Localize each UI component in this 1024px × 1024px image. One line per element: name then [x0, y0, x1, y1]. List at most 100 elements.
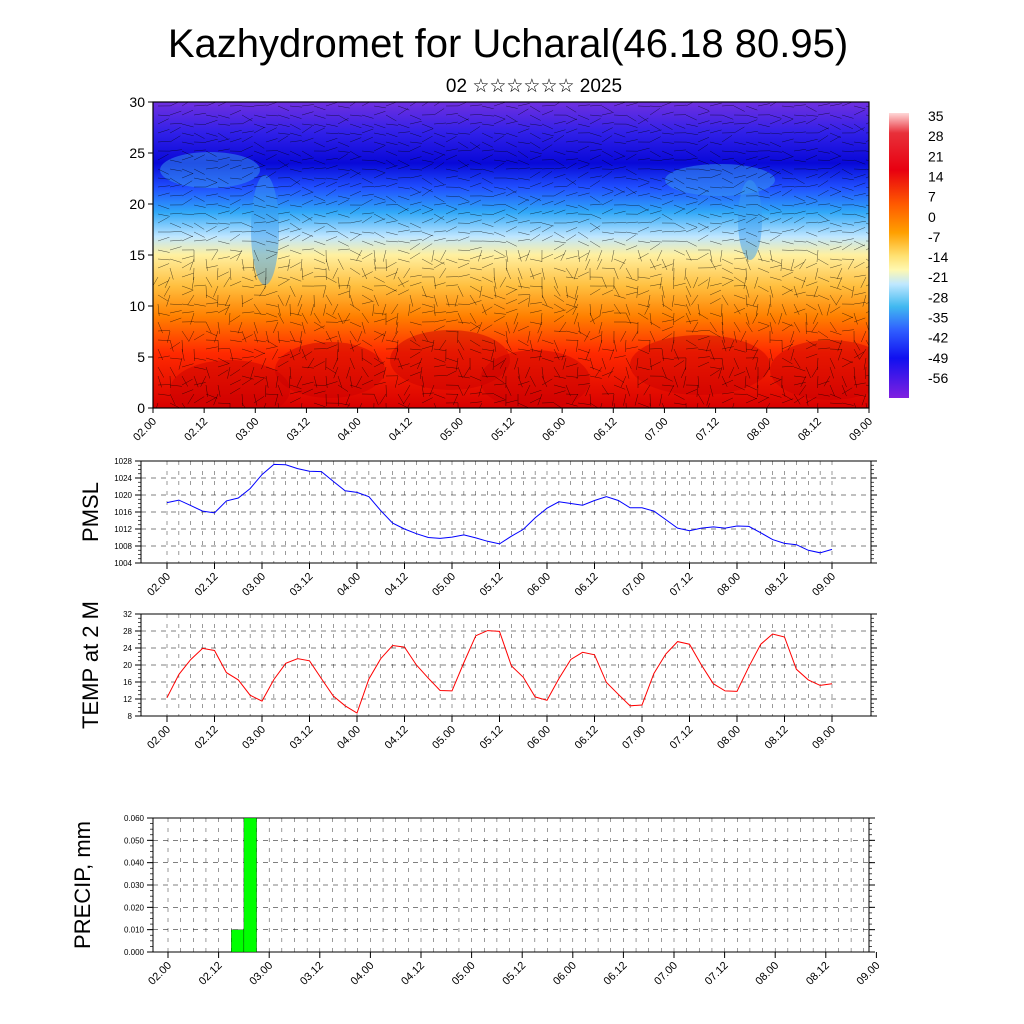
- wind-barb: [313, 114, 326, 119]
- wind-barb: [745, 258, 751, 271]
- wind-barb: [505, 330, 508, 343]
- wind-barb: [301, 348, 307, 361]
- wind-barb: [597, 249, 603, 262]
- wind-barb: [361, 300, 374, 305]
- wind-barb: [733, 126, 745, 134]
- wind-barb: [409, 307, 421, 314]
- wind-barb: [205, 384, 208, 397]
- wind-barb: [361, 366, 369, 378]
- wind-barb: [373, 361, 385, 368]
- wind-barb: [599, 303, 603, 316]
- wind-barb: [349, 258, 362, 262]
- wind-barb: [265, 312, 278, 318]
- wind-barb: [493, 393, 505, 400]
- wind-barb: [325, 132, 339, 134]
- wind-barb: [613, 402, 615, 408]
- pmsl-x-tick-label: 02.12: [193, 571, 221, 599]
- wind-barb: [853, 262, 865, 269]
- wind-barb: [409, 339, 421, 347]
- wind-barb: [745, 119, 758, 125]
- wind-barb: [241, 231, 255, 233]
- wind-barb: [288, 375, 291, 389]
- wind-barb: [275, 375, 279, 388]
- wind-barb: [265, 102, 278, 107]
- wind-barb: [289, 105, 303, 108]
- wind-barb: [349, 339, 354, 352]
- wind-barb: [253, 221, 266, 224]
- wind-barb: [493, 240, 506, 243]
- wind-barb: [637, 402, 650, 408]
- wind-barb: [805, 281, 818, 287]
- wind-barb: [577, 374, 590, 377]
- wind-barb: [625, 245, 638, 251]
- wind-barb: [613, 114, 627, 116]
- wind-barb: [289, 140, 302, 143]
- wind-barb: [685, 339, 697, 347]
- wind-barb: [264, 384, 267, 398]
- wind-barb: [721, 357, 724, 370]
- wind-barb: [649, 195, 662, 200]
- wind-barb: [745, 294, 748, 307]
- wind-barb: [193, 132, 205, 139]
- wind-barb: [853, 123, 865, 131]
- wind-barb: [205, 321, 212, 333]
- x-tick-label: 07.12: [694, 416, 722, 444]
- warm-patch-2: [390, 330, 510, 390]
- wind-barb: [409, 208, 422, 215]
- wind-barb: [685, 319, 698, 323]
- wind-barb: [224, 303, 231, 316]
- wind-barb: [565, 192, 578, 197]
- wind-barb: [865, 122, 869, 125]
- wind-barb: [529, 141, 541, 149]
- wind-barb: [600, 330, 603, 344]
- wind-barb: [553, 276, 559, 289]
- wind-barb: [733, 159, 745, 167]
- wind-barb: [373, 348, 380, 360]
- wind-barb: [752, 312, 759, 324]
- wind-barb: [469, 276, 482, 282]
- wind-barb: [265, 219, 278, 224]
- wind-barb: [769, 258, 782, 264]
- wind-barb: [169, 110, 182, 116]
- wind-barb: [637, 253, 649, 260]
- wind-barb: [817, 171, 829, 179]
- wind-barb: [728, 339, 735, 352]
- wind-barb: [337, 132, 350, 136]
- wind-barb: [865, 194, 869, 197]
- wind-barb: [193, 149, 206, 152]
- wind-barb: [577, 357, 590, 361]
- wind-barb: [625, 102, 638, 107]
- wind-barb: [397, 177, 411, 179]
- wind-barb: [229, 231, 243, 233]
- wind-barb: [529, 234, 541, 242]
- wind-barb: [337, 141, 350, 147]
- wind-barb: [361, 177, 373, 184]
- wind-barb: [224, 294, 231, 307]
- wind-barb: [685, 303, 691, 316]
- wind-barb: [685, 141, 698, 145]
- wind-barb: [361, 357, 373, 365]
- wind-barb: [685, 207, 697, 215]
- wind-barb: [277, 114, 290, 119]
- wind-barb: [313, 123, 326, 127]
- wind-barb: [625, 190, 637, 197]
- wind-barb: [577, 402, 590, 405]
- pmsl-x-tick-label: 02.00: [145, 571, 173, 599]
- wind-barb: [301, 272, 314, 278]
- wind-barb: [289, 177, 301, 185]
- wind-barb: [265, 138, 278, 143]
- wind-barb: [181, 235, 193, 242]
- wind-barb: [865, 176, 869, 179]
- wind-barb: [721, 114, 734, 120]
- wind-barb: [313, 222, 327, 224]
- wind-barb: [481, 339, 494, 344]
- wind-barb: [157, 348, 164, 361]
- wind-barb: [217, 369, 229, 377]
- wind-barb: [505, 308, 518, 314]
- wind-barb: [745, 164, 758, 170]
- wind-barb: [769, 375, 782, 381]
- wind-barb: [457, 312, 464, 325]
- wind-barb: [793, 396, 805, 404]
- wind-barb: [253, 164, 266, 170]
- wind-barb: [745, 348, 758, 352]
